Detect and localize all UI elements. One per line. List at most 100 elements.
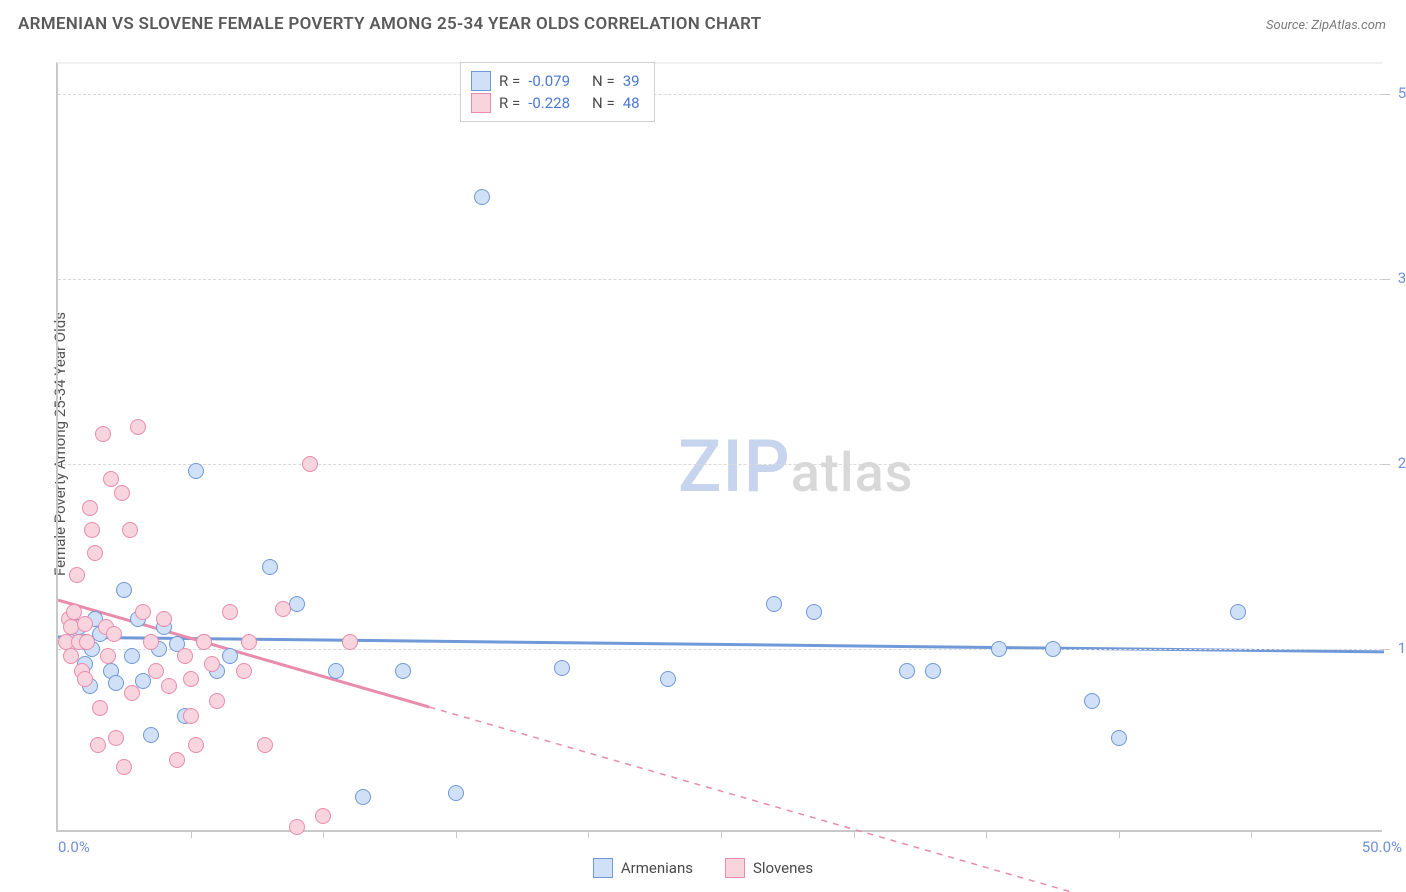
series-swatch <box>471 93 491 113</box>
data-point <box>554 660 570 676</box>
correlation-row: R = -0.079N = 39 <box>471 71 640 91</box>
data-point <box>82 500 98 516</box>
data-point <box>114 485 130 501</box>
series-legend: Armenians Slovenes <box>0 858 1406 882</box>
data-point <box>257 737 273 753</box>
data-point <box>103 471 119 487</box>
x-tick <box>588 830 589 838</box>
r-label: R = <box>499 94 520 112</box>
r-label: R = <box>499 72 520 90</box>
data-point <box>169 752 185 768</box>
data-point <box>77 616 93 632</box>
data-point <box>222 648 238 664</box>
gridline <box>58 94 1382 95</box>
y-tick-label: 50.0% <box>1398 84 1406 102</box>
data-point <box>90 737 106 753</box>
r-value: -0.228 <box>528 94 570 112</box>
data-point <box>342 634 358 650</box>
series-label: Slovenes <box>753 859 813 877</box>
data-point <box>130 419 146 435</box>
correlation-row: R = -0.228N = 48 <box>471 93 640 113</box>
data-point <box>204 656 220 672</box>
y-tick-label: 37.5% <box>1398 269 1406 287</box>
data-point <box>79 634 95 650</box>
data-point <box>1084 693 1100 709</box>
data-point <box>92 700 108 716</box>
y-tick <box>1382 464 1390 465</box>
trend-lines <box>58 64 1384 834</box>
n-value: 39 <box>623 72 640 90</box>
series-label: Armenians <box>621 859 693 877</box>
data-point <box>135 604 151 620</box>
data-point <box>275 601 291 617</box>
data-point <box>106 626 122 642</box>
x-tick <box>721 830 722 838</box>
data-point <box>209 693 225 709</box>
data-point <box>116 759 132 775</box>
series-swatch <box>471 71 491 91</box>
data-point <box>236 663 252 679</box>
data-point <box>355 789 371 805</box>
data-point <box>84 522 100 538</box>
y-tick <box>1382 94 1390 95</box>
legend-item: Armenians <box>593 858 693 878</box>
data-point <box>69 567 85 583</box>
data-point <box>448 785 464 801</box>
data-point <box>100 648 116 664</box>
data-point <box>95 426 111 442</box>
legend-item: Slovenes <box>725 858 813 878</box>
data-point <box>143 727 159 743</box>
data-point <box>241 634 257 650</box>
chart-source: Source: ZipAtlas.com <box>1266 18 1386 33</box>
y-tick <box>1382 279 1390 280</box>
data-point <box>395 663 411 679</box>
x-axis-end-label: 50.0% <box>1362 838 1402 856</box>
data-point <box>87 545 103 561</box>
series-swatch <box>593 858 613 878</box>
data-point <box>188 737 204 753</box>
data-point <box>222 604 238 620</box>
gridline <box>58 279 1382 280</box>
series-swatch <box>725 858 745 878</box>
y-tick-label: 12.5% <box>1398 639 1406 657</box>
data-point <box>899 663 915 679</box>
x-axis-start-label: 0.0% <box>58 838 90 856</box>
correlation-legend: R = -0.079N = 39R = -0.228N = 48 <box>460 62 655 122</box>
data-point <box>196 634 212 650</box>
data-point <box>766 596 782 612</box>
data-point <box>124 648 140 664</box>
data-point <box>328 663 344 679</box>
y-tick-label: 25.0% <box>1398 454 1406 472</box>
data-point <box>188 463 204 479</box>
data-point <box>143 634 159 650</box>
x-tick <box>1119 830 1120 838</box>
x-tick <box>191 830 192 838</box>
data-point <box>177 648 193 664</box>
x-tick <box>1251 830 1252 838</box>
data-point <box>108 675 124 691</box>
x-tick <box>323 830 324 838</box>
data-point <box>660 671 676 687</box>
data-point <box>806 604 822 620</box>
gridline <box>58 649 1382 650</box>
n-label: N = <box>592 94 615 112</box>
x-tick <box>456 830 457 838</box>
scatter-plot: ZIPatlas 12.5%25.0%37.5%50.0%0.0%50.0% <box>56 62 1382 832</box>
data-point <box>302 456 318 472</box>
chart-title: ARMENIAN VS SLOVENE FEMALE POVERTY AMONG… <box>18 14 762 34</box>
data-point <box>289 819 305 835</box>
y-tick <box>1382 649 1390 650</box>
data-point <box>474 189 490 205</box>
data-point <box>77 671 93 687</box>
data-point <box>1045 641 1061 657</box>
data-point <box>1230 604 1246 620</box>
data-point <box>156 611 172 627</box>
gridline <box>58 464 1382 465</box>
data-point <box>116 582 132 598</box>
data-point <box>122 522 138 538</box>
data-point <box>991 641 1007 657</box>
x-tick <box>986 830 987 838</box>
r-value: -0.079 <box>528 72 570 90</box>
x-tick <box>854 830 855 838</box>
data-point <box>161 678 177 694</box>
